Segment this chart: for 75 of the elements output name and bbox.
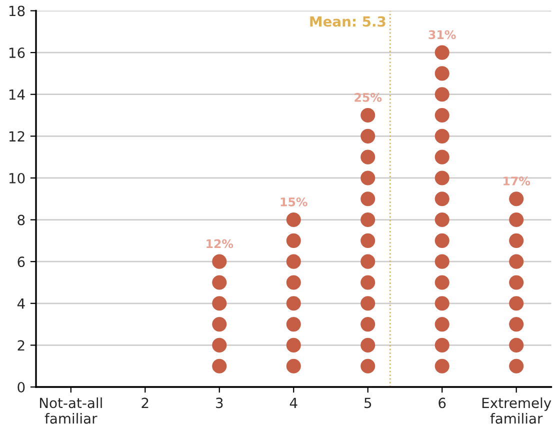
y-tick-label: 16 — [9, 48, 25, 58]
x-tick-label: Extremely familiar — [482, 397, 552, 424]
annotation: 15% — [280, 197, 308, 206]
point — [286, 358, 301, 374]
point — [360, 212, 376, 228]
point — [509, 192, 524, 206]
point — [434, 275, 450, 290]
point — [434, 212, 450, 228]
point — [434, 150, 450, 164]
point — [434, 87, 450, 102]
point — [286, 275, 301, 290]
point — [360, 108, 376, 123]
point — [286, 233, 301, 248]
point — [434, 66, 450, 81]
point — [434, 317, 450, 332]
y-tick-label: 14 — [9, 90, 25, 100]
point — [360, 358, 376, 374]
point — [509, 317, 524, 332]
x-tick-label: 2 — [142, 398, 148, 408]
x-tick-label: 4 — [290, 398, 298, 408]
point — [286, 212, 301, 228]
point — [212, 254, 227, 269]
point — [360, 338, 376, 352]
point — [434, 233, 450, 248]
x-tick-label: 5 — [364, 398, 372, 408]
point — [434, 170, 450, 186]
point — [360, 233, 376, 248]
x-tick-label: 3 — [216, 398, 223, 408]
point — [509, 212, 524, 228]
x-tick-label: 6 — [438, 398, 446, 408]
point — [360, 128, 376, 144]
point — [509, 296, 524, 311]
point — [212, 296, 227, 311]
point — [509, 338, 524, 352]
point — [509, 275, 524, 290]
y-tick-label: 18 — [9, 6, 25, 16]
ref-line-label: Mean: 5.3 — [310, 16, 386, 27]
annotation: 25% — [354, 92, 382, 102]
point — [509, 254, 524, 269]
point — [434, 192, 450, 206]
y-tick-label: 4 — [17, 298, 25, 309]
annotation: 17% — [504, 176, 530, 186]
annotation: 12% — [206, 239, 234, 248]
y-tick-label: 10 — [9, 172, 25, 184]
point — [434, 338, 450, 352]
point — [360, 275, 376, 290]
y-tick-label: 6 — [18, 256, 25, 268]
point — [434, 358, 450, 374]
point — [212, 358, 227, 374]
point — [509, 233, 524, 248]
y-tick-label: 12 — [9, 131, 24, 142]
y-tick-label: 8 — [18, 214, 25, 226]
point — [286, 317, 301, 332]
point — [434, 128, 450, 144]
point — [360, 254, 376, 269]
point — [212, 338, 227, 352]
y-tick-label: 2 — [18, 340, 24, 350]
point — [212, 275, 227, 290]
y-tick-label: 0 — [18, 382, 25, 392]
point — [286, 254, 301, 269]
point — [509, 358, 524, 374]
point — [360, 150, 376, 164]
point — [360, 170, 376, 186]
point — [434, 254, 450, 269]
point — [434, 108, 450, 123]
point — [360, 192, 376, 206]
point — [434, 296, 450, 311]
annotation: 31% — [428, 30, 456, 40]
x-tick-label: Not-at-all familiar — [40, 397, 102, 424]
point — [434, 45, 450, 60]
point — [212, 317, 227, 332]
point — [286, 338, 301, 352]
point — [286, 296, 301, 311]
point — [360, 296, 376, 311]
point — [360, 317, 376, 332]
